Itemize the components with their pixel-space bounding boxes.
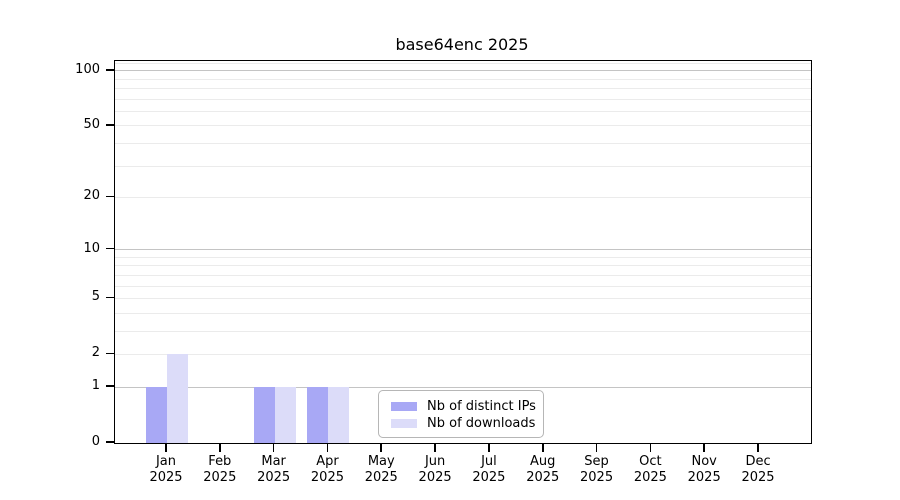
gridline-minor xyxy=(115,98,811,100)
x-tick-mark xyxy=(165,444,167,452)
y-tick-mark xyxy=(106,296,114,299)
x-tick-label-apr: Apr 2025 xyxy=(310,454,344,485)
y-tick-label: 50 xyxy=(83,116,100,132)
y-tick-label: 1 xyxy=(91,378,100,394)
gridline-minor xyxy=(115,142,811,144)
x-tick-mark xyxy=(595,444,598,452)
y-tick-label: 10 xyxy=(83,240,100,256)
gridline-major xyxy=(115,70,811,72)
bar-apr-distinct-ips xyxy=(307,387,329,443)
gridline-minor xyxy=(115,312,811,314)
x-tick-mark xyxy=(219,444,221,452)
gridline-minor xyxy=(115,330,811,332)
x-tick-mark xyxy=(326,444,329,452)
y-tick-mark xyxy=(106,352,114,355)
x-tick-mark xyxy=(434,444,436,452)
legend-swatch-downloads xyxy=(391,418,417,428)
bar-jan-distinct-ips xyxy=(146,387,167,443)
x-tick-mark xyxy=(272,444,275,452)
gridline-minor xyxy=(115,285,811,287)
gridline-minor xyxy=(115,165,811,167)
gridline-minor xyxy=(115,88,811,90)
gridline-major xyxy=(115,249,811,251)
x-tick-label-dec: Dec 2025 xyxy=(741,454,775,485)
chart-title: base64enc 2025 xyxy=(395,35,529,54)
x-tick-label-mar: Mar 2025 xyxy=(257,454,291,485)
gridline-minor xyxy=(115,353,811,355)
x-tick-label-aug: Aug 2025 xyxy=(526,454,560,485)
bar-apr-downloads xyxy=(328,387,350,443)
x-tick-label-may: May 2025 xyxy=(364,454,398,485)
x-tick-label-jan: Jan 2025 xyxy=(149,454,183,485)
plot-area xyxy=(114,60,812,444)
x-tick-label-feb: Feb 2025 xyxy=(203,454,237,485)
y-tick-mark xyxy=(106,385,114,387)
bar-mar-downloads xyxy=(274,387,296,443)
y-tick-mark xyxy=(106,247,114,250)
y-tick-label: 5 xyxy=(91,289,100,305)
x-tick-mark xyxy=(541,444,544,452)
x-tick-label-nov: Nov 2025 xyxy=(687,454,721,485)
gridline-major xyxy=(115,386,811,388)
x-tick-mark xyxy=(649,444,652,452)
gridline-minor xyxy=(115,78,811,80)
gridline-minor xyxy=(115,274,811,276)
y-tick-mark xyxy=(106,124,114,126)
y-tick-label: 100 xyxy=(75,61,100,77)
x-tick-label-sep: Sep 2025 xyxy=(580,454,614,485)
y-tick-mark xyxy=(106,195,114,198)
x-tick-mark xyxy=(380,444,383,452)
x-tick-label-jun: Jun 2025 xyxy=(418,454,452,485)
legend-swatch-distinct-ips xyxy=(391,401,417,411)
y-tick-mark xyxy=(106,441,114,443)
x-tick-label-oct: Oct 2025 xyxy=(633,454,667,485)
gridline-minor xyxy=(115,196,811,198)
gridline-minor xyxy=(115,125,811,127)
x-tick-mark xyxy=(703,444,705,452)
x-tick-mark xyxy=(757,444,759,452)
legend-label-distinct-ips: Nb of distinct IPs xyxy=(427,398,536,414)
y-tick-mark xyxy=(106,68,114,71)
y-tick-label: 2 xyxy=(91,345,100,361)
legend-label-downloads: Nb of downloads xyxy=(427,415,536,431)
legend: Nb of distinct IPs Nb of downloads xyxy=(378,390,544,438)
bar-mar-distinct-ips xyxy=(253,387,275,443)
legend-item-downloads: Nb of downloads xyxy=(391,415,536,431)
gridline-minor xyxy=(115,110,811,112)
x-tick-label-jul: Jul 2025 xyxy=(472,454,506,485)
gridline-minor xyxy=(115,265,811,267)
legend-item-distinct-ips: Nb of distinct IPs xyxy=(391,398,536,414)
gridline-minor xyxy=(115,256,811,258)
gridline-minor xyxy=(115,297,811,299)
y-tick-label: 20 xyxy=(83,188,100,204)
bar-jan-downloads xyxy=(167,354,188,443)
x-tick-mark xyxy=(488,444,490,452)
gridline-minor xyxy=(115,62,811,64)
y-tick-label: 0 xyxy=(91,434,100,449)
